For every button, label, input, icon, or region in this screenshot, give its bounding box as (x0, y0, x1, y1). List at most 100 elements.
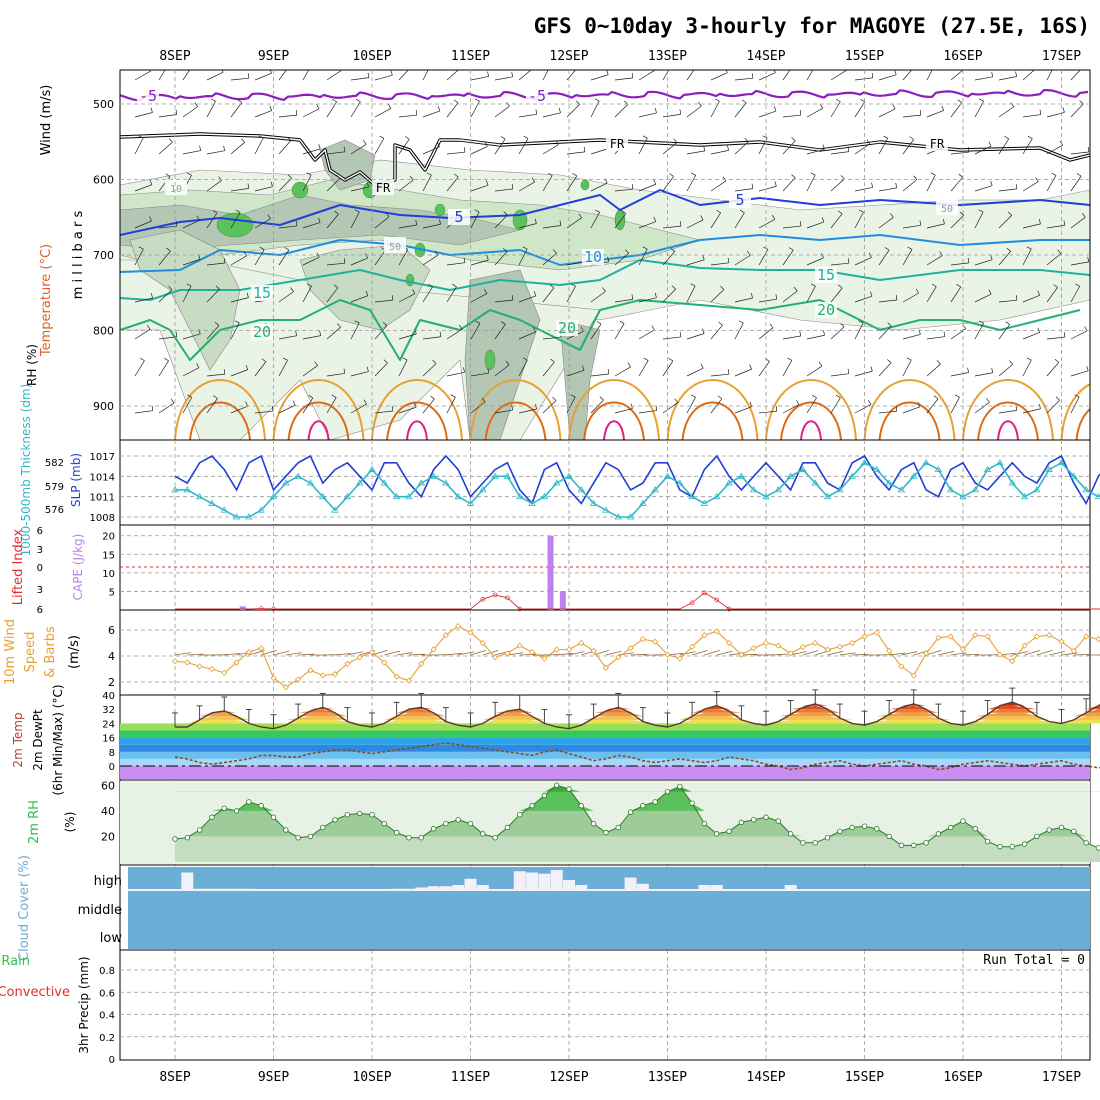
contour-label-bg (815, 267, 837, 283)
panel-frame (119, 524, 1091, 611)
pressure-axis-label: m i l l i b a r s (71, 211, 86, 300)
wind-barb-flag (295, 110, 298, 116)
wind-barb (278, 225, 297, 229)
wind-barb-flag (366, 366, 369, 372)
high-cloud-bar (526, 872, 539, 890)
wind-barb-flag (718, 321, 723, 326)
top-date-label: 14SEP (746, 49, 785, 64)
wind-barb-flag (415, 220, 418, 226)
wind-barb (1046, 399, 1060, 414)
rh-point (984, 838, 991, 845)
chart-title: GFS 0~10day 3-hourly for MAGOYE (27.5E, … (534, 14, 1090, 38)
thickness-point (479, 486, 487, 493)
wind-barb-flag (415, 110, 418, 116)
rh-point (603, 829, 609, 836)
wind-barb-flag (1087, 147, 1090, 153)
thickness-tick: 579 (45, 482, 64, 493)
thickness-tick: 576 (45, 505, 64, 516)
high-cloud-bar (181, 872, 194, 890)
thickness-point (873, 465, 881, 472)
slp-line (174, 454, 1100, 506)
rh-point (283, 827, 289, 833)
wind-barb (590, 74, 609, 81)
wind-speed-point (590, 647, 597, 654)
wind-barb-flag (269, 105, 273, 111)
thickness-point (368, 465, 376, 472)
wind-barb-flag (530, 65, 533, 69)
wind-speed-line (174, 625, 1100, 688)
rh-point (689, 800, 695, 806)
wind-barb (614, 299, 633, 303)
surface-barb (950, 652, 967, 656)
wind-barb (470, 372, 489, 377)
wind-barb-flag (486, 255, 489, 261)
wind-barb (302, 70, 309, 81)
wind-barb (878, 74, 897, 81)
wind-barb (446, 396, 456, 414)
wind-barb (542, 225, 561, 229)
wind-barb-flag (1039, 109, 1042, 115)
rh-tick: 60 (101, 779, 115, 792)
hottest-contour (406, 420, 428, 440)
wind-barb-flag (463, 367, 465, 373)
wind-barb-flag (744, 138, 749, 143)
wind-barb-flag (1087, 256, 1090, 262)
rh-point (947, 824, 954, 831)
warm-contour (371, 379, 463, 440)
wind-barb (326, 397, 337, 414)
wind-barb-flag (720, 285, 725, 290)
rh-point (714, 831, 720, 837)
wind-speed-point (344, 660, 351, 667)
rh-point (233, 808, 240, 814)
wind-speed-point (528, 649, 536, 656)
wind-barb-flag (991, 367, 994, 373)
wind-barb (518, 138, 529, 155)
lifted-index-point (726, 606, 732, 612)
warm-contour (863, 379, 956, 440)
rh-point (886, 833, 892, 840)
panel-frame (119, 949, 1091, 1061)
wind-barb-flag (147, 324, 151, 330)
wind-speed-point (676, 655, 683, 662)
wind-barb (662, 142, 678, 155)
wind-barb (302, 108, 320, 118)
wind-barb-flag (168, 285, 173, 290)
wind-barb (1070, 103, 1084, 118)
wind-barb-flag (453, 99, 459, 104)
wind-barb-flag (570, 283, 576, 287)
temp-band (120, 751, 1090, 759)
wind-barb (590, 399, 604, 414)
wind-barb-flag (270, 181, 273, 187)
wind-speed-point (1009, 658, 1016, 665)
lifted-index-point (271, 606, 276, 612)
surface-barb (285, 652, 302, 656)
wind-barb (998, 215, 1013, 229)
wind-barb (542, 336, 561, 340)
thickness-point (503, 472, 512, 479)
wind-barb (374, 325, 388, 340)
wind-barb-flag (642, 135, 648, 139)
wind-barb-flag (458, 324, 463, 330)
wind-barb-flag (354, 209, 360, 213)
wind-barb (830, 287, 843, 303)
hottest-contour (307, 420, 330, 440)
surface-barb (925, 649, 942, 656)
wind-barb (686, 175, 697, 192)
wind-speed-point (171, 658, 179, 665)
warm-contour (1060, 383, 1090, 440)
cloud-level-label: high (94, 874, 122, 889)
wind-barb (374, 299, 393, 303)
wind-speed-point (196, 663, 203, 670)
thickness-point (762, 492, 770, 500)
high-cloud-bar (550, 870, 563, 890)
wind-barb (446, 151, 465, 155)
wind-barb-flag (703, 145, 706, 151)
wind-barb-flag (789, 62, 793, 65)
wind-barb (830, 178, 845, 192)
wind-barb (854, 77, 873, 81)
wind-barb-flag (316, 104, 320, 109)
lifted-index-point (505, 595, 510, 601)
wind-barb (806, 365, 823, 377)
wind-barb (326, 326, 341, 340)
wind-speed-point (356, 654, 363, 661)
